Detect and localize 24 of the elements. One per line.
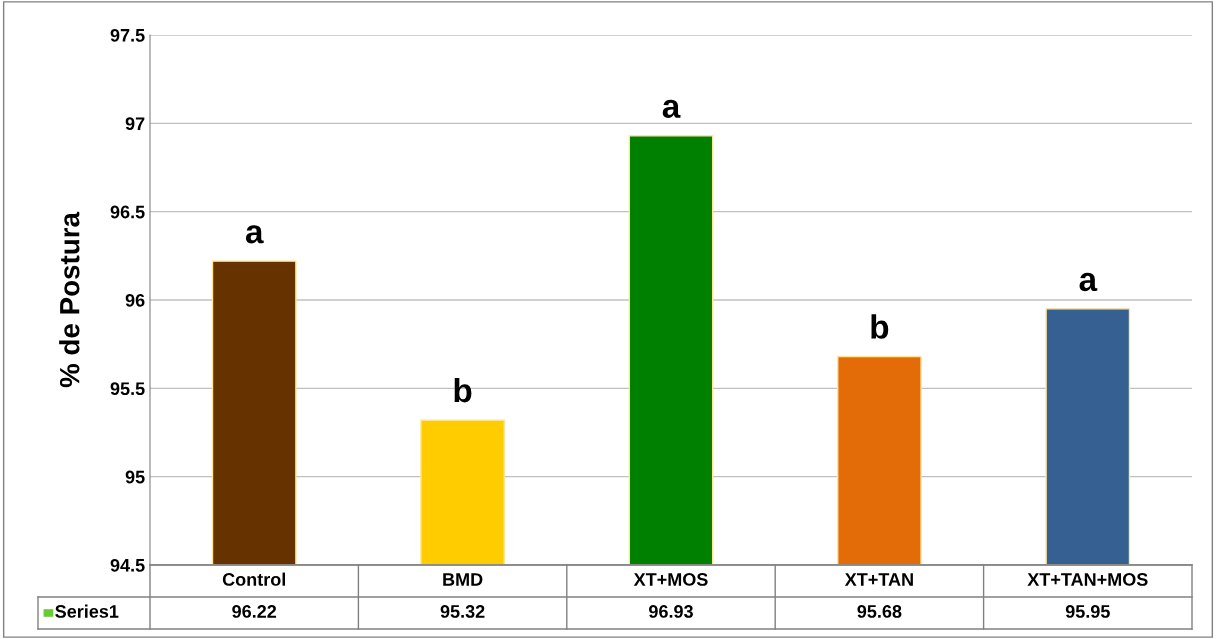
annotation: a bbox=[245, 225, 264, 244]
data-label: 95.32 bbox=[440, 605, 485, 618]
data-label: 95.68 bbox=[857, 605, 902, 618]
y-tick-label: 95.5 bbox=[110, 382, 145, 396]
text: Series1 bbox=[55, 604, 119, 618]
x-tick-label: Control bbox=[222, 572, 286, 586]
data-label: 96.93 bbox=[649, 605, 693, 618]
data-label: 95.95 bbox=[1065, 605, 1110, 618]
x-tick-label: XT+TAN+MOS bbox=[1027, 573, 1148, 586]
y-tick-label: 95 bbox=[125, 470, 145, 484]
x-tick-label: BMD bbox=[443, 573, 483, 586]
y-tick-label: 96.5 bbox=[110, 205, 145, 219]
annotation: b bbox=[454, 377, 472, 403]
annotation: a bbox=[662, 99, 681, 118]
data-label: 96.22 bbox=[232, 605, 277, 618]
annotation: a bbox=[1079, 272, 1098, 292]
y-tick-label: 97 bbox=[125, 117, 145, 131]
x-tick-label: XT+TAN bbox=[844, 573, 913, 586]
y-tick-label: 97.5 bbox=[110, 28, 145, 42]
y-tick-label: 96 bbox=[125, 293, 145, 307]
y-tick-label: 94.5 bbox=[110, 558, 145, 572]
annotation: b bbox=[871, 314, 889, 339]
y-axis-title: % de Postura bbox=[59, 211, 80, 388]
x-tick-label: XT+MOS bbox=[633, 573, 708, 586]
